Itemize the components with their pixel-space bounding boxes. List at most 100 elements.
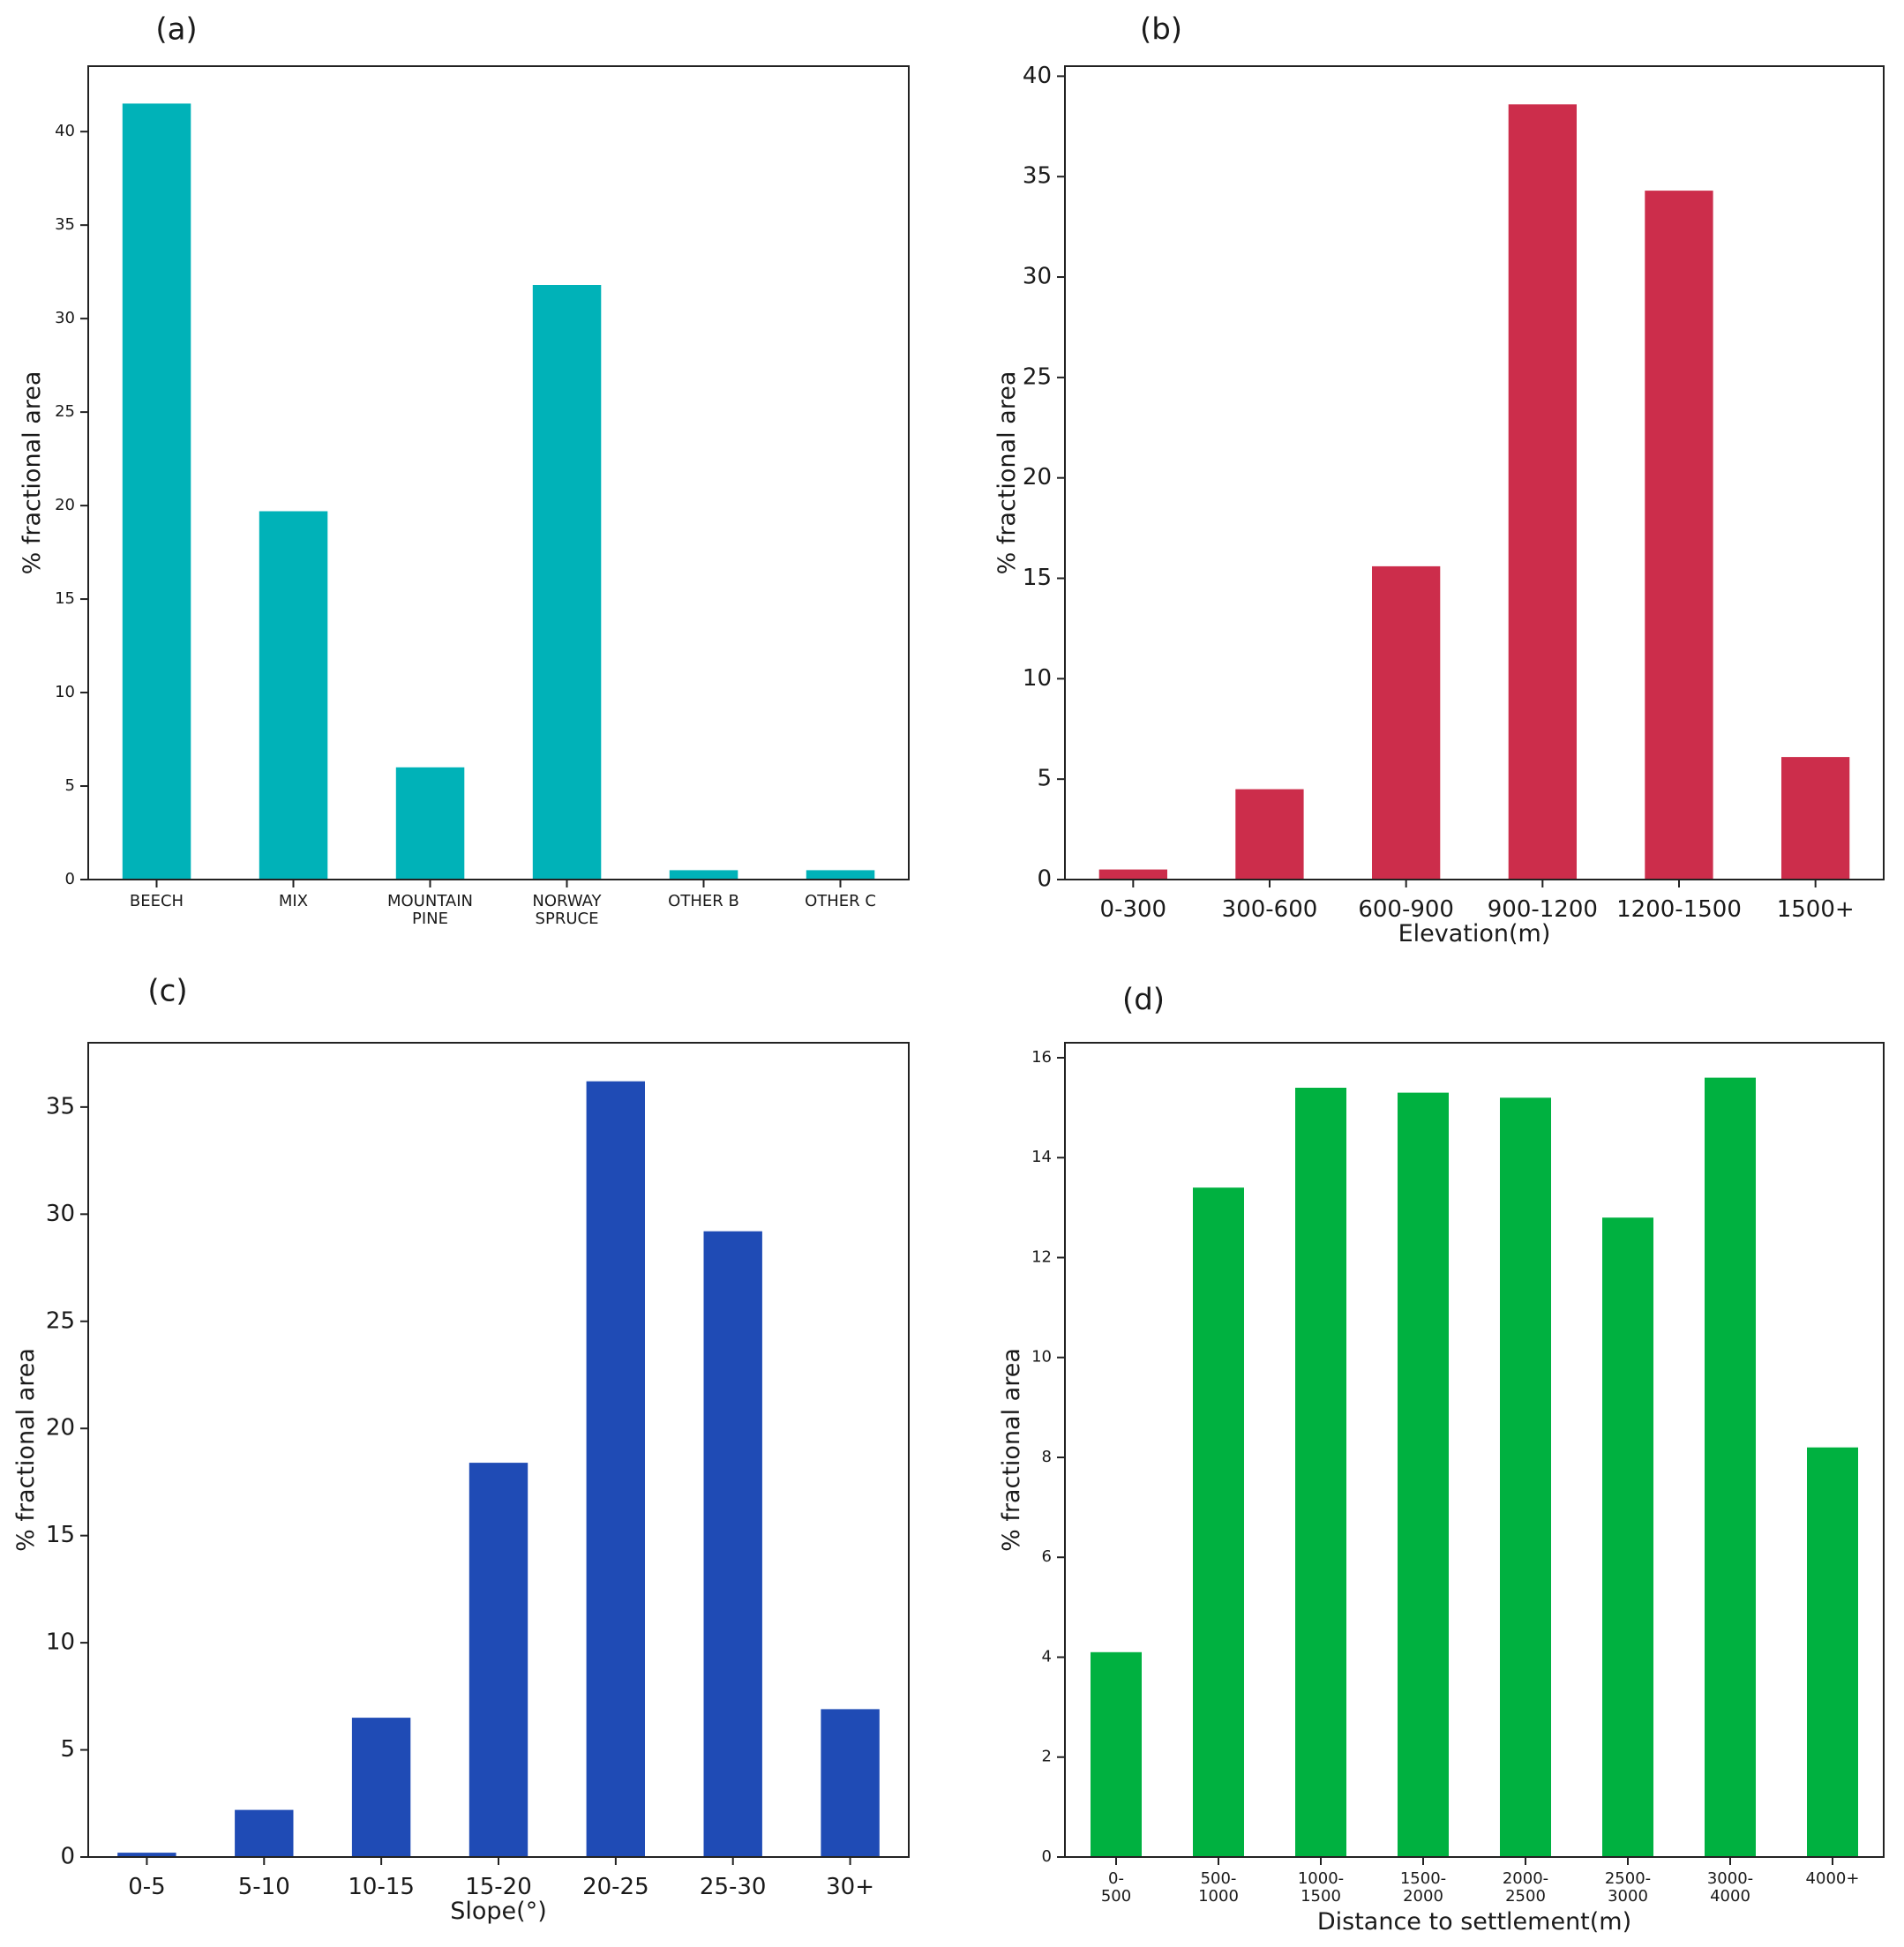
y-tick-label: 20 [55, 496, 75, 514]
y-tick-label: 30 [46, 1201, 75, 1227]
x-tick-label: OTHER C [805, 892, 876, 910]
bar [395, 767, 465, 880]
y-axis-title: % fractional area [12, 1348, 40, 1552]
x-tick-label: 4000+ [1806, 1869, 1860, 1888]
panel-label: (c) [147, 974, 187, 1009]
x-tick-label: 0-300 [1100, 896, 1167, 923]
chart-panel-3: (c) 0 5 10 15 20 25 30 35 0-5 5-10 10-15 15-20 20-25 2… [12, 974, 910, 1925]
bar [1372, 565, 1441, 880]
bar [117, 1853, 176, 1857]
bar [821, 1709, 880, 1857]
bar [351, 1718, 411, 1857]
y-tick-label: 20 [1023, 464, 1052, 490]
bar [1500, 1097, 1551, 1857]
x-tick-label: 300-600 [1222, 896, 1318, 923]
y-tick-label: 15 [55, 589, 75, 608]
y-axis-title: % fractional area [19, 371, 46, 575]
y-tick-label: 5 [65, 776, 75, 795]
bar [1295, 1088, 1346, 1857]
bar [586, 1081, 645, 1857]
bar [1508, 104, 1577, 880]
y-tick-label: 5 [1037, 766, 1052, 792]
x-tick-label: OTHER B [668, 892, 739, 910]
y-tick-label: 16 [1031, 1048, 1052, 1067]
x-tick-label: 0-500 [1101, 1869, 1131, 1906]
bar [1807, 1447, 1858, 1857]
y-tick-label: 15 [1023, 565, 1052, 591]
x-tick-label: 3000-4000 [1707, 1869, 1753, 1906]
bar [806, 870, 875, 880]
y-tick-label: 0 [65, 870, 75, 888]
y-tick-label: 12 [1031, 1247, 1052, 1266]
x-tick-label: NORWAY SPRUCE [532, 892, 602, 928]
y-tick-label: 6 [1042, 1547, 1052, 1566]
x-tick-label: 20-25 [582, 1874, 649, 1900]
y-tick-label: 5 [60, 1736, 75, 1763]
y-tick-label: 0 [1042, 1847, 1052, 1866]
x-tick-label: 1200-1500 [1616, 896, 1742, 923]
x-tick-label: BEECH [130, 892, 184, 910]
x-tick-label: 1500-2000 [1400, 1869, 1446, 1906]
y-tick-label: 10 [1031, 1348, 1052, 1367]
bar [122, 103, 191, 880]
y-tick-label: 10 [55, 683, 75, 701]
y-tick-label: 40 [55, 122, 75, 140]
y-tick-label: 15 [46, 1522, 75, 1548]
y-tick-label: 0 [1037, 866, 1052, 893]
x-tick-label: 2500-3000 [1605, 1869, 1651, 1906]
bar [1781, 757, 1850, 880]
bar [703, 1231, 762, 1857]
x-tick-label: 500-1000 [1198, 1869, 1239, 1906]
chart-panel-2: (b) 0 5 10 15 20 25 30 35 40 0-300 300-600 600-900 90… [993, 12, 1885, 947]
y-tick-label: 4 [1042, 1647, 1052, 1666]
x-tick-label: 15-20 [465, 1874, 532, 1900]
bar [1602, 1217, 1653, 1857]
bar [1098, 869, 1167, 880]
bar [469, 1463, 528, 1857]
plot-frame [1064, 1042, 1885, 1858]
x-tick-label: 900-1200 [1488, 896, 1598, 923]
bar [669, 870, 738, 880]
x-tick-label: 1000-1500 [1298, 1869, 1344, 1906]
y-tick-label: 25 [55, 402, 75, 421]
x-tick-label: 30+ [826, 1874, 874, 1900]
bar [259, 511, 328, 880]
panel-label: (d) [1122, 983, 1165, 1018]
bar [532, 285, 602, 880]
y-tick-label: 35 [1023, 163, 1052, 190]
y-tick-label: 25 [1023, 363, 1052, 390]
y-tick-label: 35 [46, 1093, 75, 1120]
bar [1193, 1187, 1244, 1857]
panel-label: (b) [1140, 12, 1182, 48]
x-tick-label: 10-15 [348, 1874, 415, 1900]
y-tick-label: 10 [1023, 665, 1052, 692]
bar [1235, 789, 1304, 880]
y-axis-title: % fractional area [998, 1348, 1025, 1552]
y-tick-label: 30 [1023, 264, 1052, 290]
plot-frame [1064, 65, 1885, 880]
bar [1705, 1077, 1756, 1857]
y-tick-label: 20 [46, 1415, 75, 1442]
y-tick-label: 25 [46, 1307, 75, 1334]
x-axis-title: Slope(°) [450, 1898, 546, 1925]
y-tick-label: 2 [1042, 1748, 1052, 1766]
y-tick-label: 0 [60, 1844, 75, 1870]
bar [1398, 1092, 1449, 1857]
x-tick-label: 600-900 [1358, 896, 1454, 923]
x-tick-label: 5-10 [238, 1874, 290, 1900]
chart-panel-4: (d) 0 2 4 6 8 10 12 14 16 0-500 500-1000 1000-1500 15… [998, 983, 1885, 1936]
y-tick-label: 30 [55, 309, 75, 327]
x-tick-label: 0-5 [128, 1874, 165, 1900]
bar [1645, 191, 1713, 880]
bar [235, 1809, 294, 1857]
bar [1091, 1651, 1142, 1857]
y-tick-label: 14 [1031, 1148, 1052, 1166]
y-tick-label: 40 [1023, 63, 1052, 89]
x-tick-label: 1500+ [1777, 896, 1855, 923]
x-tick-label: 25-30 [700, 1874, 767, 1900]
chart-panel-1: (a) 0 5 10 15 20 25 30 35 40 BEECH MIX MOUNTAIN PINE N… [19, 12, 910, 928]
x-tick-label: 2000-2500 [1503, 1869, 1548, 1906]
y-tick-label: 10 [46, 1629, 75, 1656]
y-tick-label: 8 [1042, 1448, 1052, 1466]
